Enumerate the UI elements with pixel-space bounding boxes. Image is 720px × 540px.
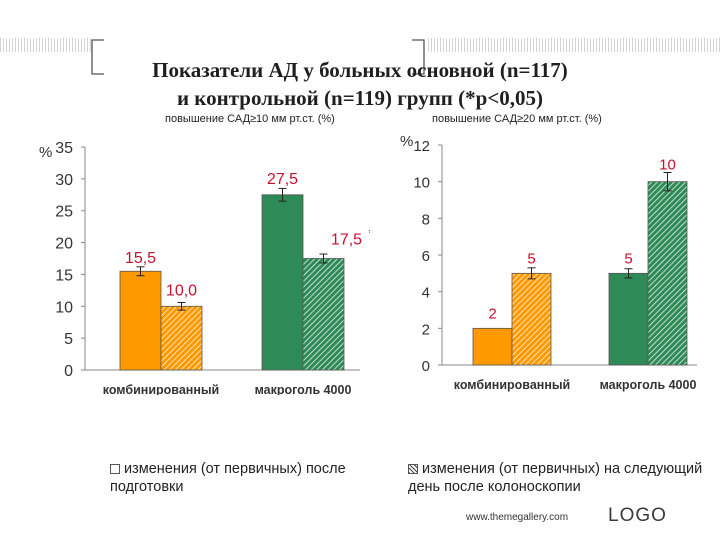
y-tick-label: 4 [422, 285, 430, 302]
legend-hatched: изменения (от первичных) на следующий де… [408, 460, 718, 496]
y-tick-label: 20 [55, 236, 73, 253]
decorative-stripe-right [428, 38, 720, 52]
chart-subtitle-right: повышение САД≥20 мм рт.ст. (%) [432, 113, 602, 125]
category-label: макроголь 4000 [600, 378, 697, 392]
category-label: комбинированный [103, 383, 220, 395]
y-tick-label: 25 [55, 204, 73, 221]
footer-url[interactable]: www.themegallery.com [466, 512, 569, 523]
data-label: 5 [527, 250, 535, 267]
y-tick-label: 8 [422, 211, 430, 228]
data-label: 17,5 [331, 232, 362, 249]
right-bracket [412, 39, 425, 75]
y-axis-label: % [400, 133, 413, 150]
data-label: 5 [624, 250, 632, 267]
y-axis-label: % [39, 144, 52, 161]
legend-solid-swatch [110, 464, 120, 474]
data-label: 10 [659, 157, 676, 174]
bar-hatch [647, 181, 688, 366]
title-line-1: Показатели АД у больных основной (n=117) [152, 58, 568, 82]
bar-solid [472, 327, 513, 366]
y-tick-label: 0 [422, 358, 430, 375]
bar-hatch [302, 258, 345, 371]
bar-solid [261, 194, 304, 371]
y-tick-label: 6 [422, 248, 430, 265]
footer-logo: LOGO [608, 505, 667, 526]
y-tick-label: 35 [55, 140, 73, 157]
left-bracket [91, 39, 104, 75]
category-label: комбинированный [454, 378, 571, 392]
bar-hatch [511, 272, 552, 366]
data-label: 15,5 [125, 250, 156, 267]
legend-hatched-swatch [408, 464, 418, 474]
y-tick-label: 5 [64, 331, 73, 348]
y-tick-label: 12 [413, 138, 430, 155]
title-line-2: и контрольной (n=119) групп (*p<0,05) [176, 86, 544, 110]
y-tick-label: 15 [55, 267, 73, 284]
bar-hatch [160, 305, 203, 371]
legend-hatched-label: изменения (от первичных) на следующий де… [408, 461, 703, 495]
legend-solid-label: изменения (от первичных) после подготовк… [110, 461, 346, 495]
y-tick-label: 10 [413, 175, 430, 192]
chart-left: 0 5 10 15 20 25 30 35% 15,5 10,0 27,5 17,5 * комбинир… [39, 140, 370, 395]
y-tick-label: 10 [55, 299, 73, 316]
chart-subtitle-left: повышение САД≥10 мм рт.ст. (%) [165, 113, 335, 125]
y-tick-label: 30 [55, 172, 73, 189]
y-tick-label: 0 [64, 363, 73, 380]
data-label: 27,5 [267, 171, 298, 188]
decorative-stripe-left [0, 38, 92, 52]
chart-right: 0 2 4 6 8 10 12% 2 5 5 10 комбинированный макроголь … [400, 133, 697, 392]
slide-title: Показатели АД у больных основной (n=117)… [100, 56, 620, 112]
bar-solid [119, 270, 162, 371]
category-label: макроголь 4000 [255, 383, 352, 395]
y-tick-label: 2 [422, 321, 430, 338]
significance-asterisk: * [368, 228, 370, 240]
data-label: 2 [488, 305, 496, 322]
legend-solid: изменения (от первичных) после подготовк… [110, 460, 370, 496]
bar-solid [608, 272, 649, 366]
data-label: 10,0 [166, 282, 197, 299]
